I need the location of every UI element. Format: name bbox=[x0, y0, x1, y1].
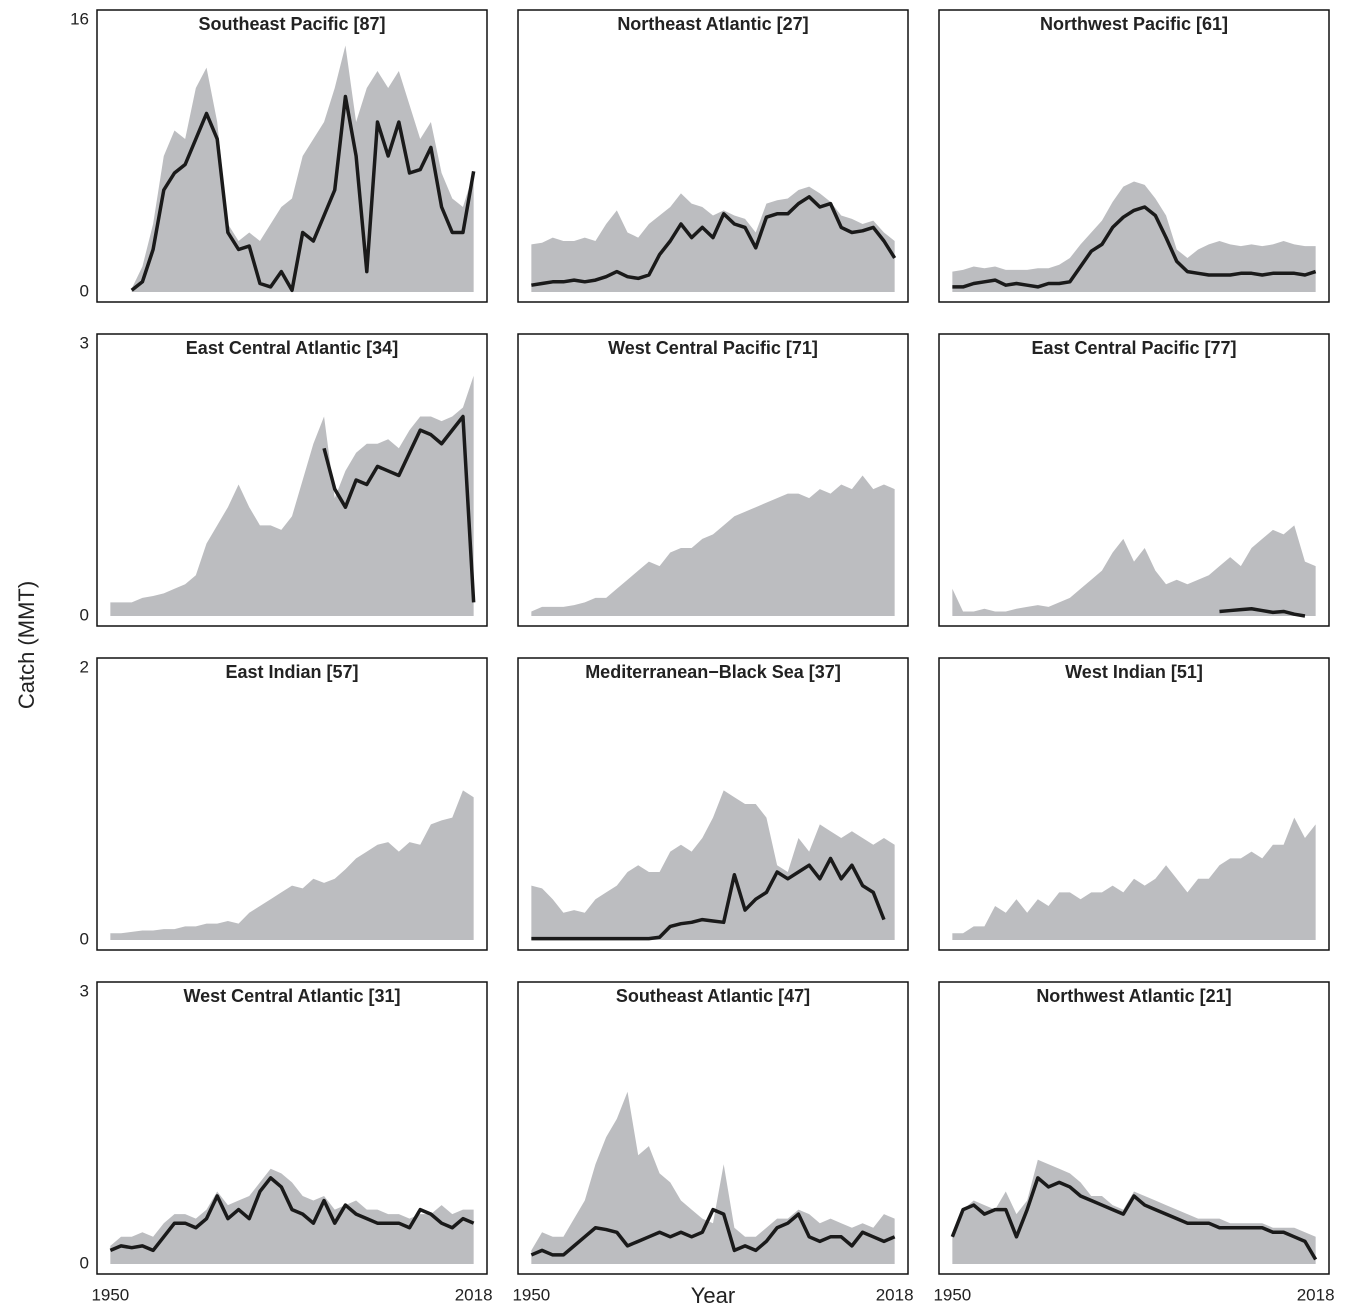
panel-title: Mediterranean−Black Sea [37] bbox=[585, 662, 841, 682]
line bbox=[952, 205, 1317, 289]
panel-frame bbox=[517, 981, 909, 1275]
line bbox=[1219, 606, 1306, 618]
area bbox=[952, 181, 1316, 292]
x-axis-label: Year bbox=[691, 1283, 735, 1308]
panel-frame bbox=[938, 981, 1330, 1275]
panel-title: East Central Pacific [77] bbox=[1031, 338, 1236, 358]
panel-title: West Central Atlantic [31] bbox=[183, 986, 400, 1006]
panel-frame bbox=[938, 657, 1330, 951]
panel-frame bbox=[938, 9, 1330, 303]
y-tick-label: 0 bbox=[80, 929, 89, 948]
area bbox=[952, 1159, 1316, 1264]
panel-title: East Central Atlantic [34] bbox=[186, 338, 398, 358]
panel-frame bbox=[96, 333, 488, 627]
x-tick-label: 1950 bbox=[933, 1285, 971, 1304]
panel-title: West Indian [51] bbox=[1065, 662, 1203, 682]
x-tick-label: 2018 bbox=[455, 1285, 493, 1304]
panel-title: Northwest Pacific [61] bbox=[1040, 14, 1228, 34]
area bbox=[110, 375, 474, 616]
y-tick-label: 0 bbox=[80, 605, 89, 624]
y-tick-label: 3 bbox=[80, 981, 89, 1000]
panel-title: Northeast Atlantic [27] bbox=[617, 14, 808, 34]
x-tick-label: 1950 bbox=[512, 1285, 550, 1304]
line bbox=[130, 94, 476, 293]
panel-frame bbox=[938, 333, 1330, 627]
panel-frame bbox=[96, 657, 488, 951]
panel-frame bbox=[517, 333, 909, 627]
panel-title: Southeast Pacific [87] bbox=[198, 14, 385, 34]
panel-title: Northwest Atlantic [21] bbox=[1036, 986, 1231, 1006]
panel-title: Southeast Atlantic [47] bbox=[616, 986, 810, 1006]
area bbox=[952, 525, 1316, 616]
line bbox=[531, 195, 897, 287]
x-tick-label: 1950 bbox=[91, 1285, 129, 1304]
area bbox=[110, 1168, 474, 1264]
area bbox=[531, 475, 895, 616]
panel-title: West Central Pacific [71] bbox=[608, 338, 818, 358]
line bbox=[950, 1176, 1318, 1261]
area bbox=[531, 790, 895, 940]
line bbox=[530, 1207, 896, 1257]
area bbox=[110, 790, 474, 940]
panel-title: East Indian [57] bbox=[225, 662, 358, 682]
panel-frame bbox=[96, 9, 488, 303]
line bbox=[109, 1176, 475, 1253]
panel-frame bbox=[96, 981, 488, 1275]
y-tick-label: 16 bbox=[70, 9, 89, 28]
area bbox=[131, 45, 474, 292]
area bbox=[952, 817, 1316, 940]
y-tick-label: 2 bbox=[80, 657, 89, 676]
panel-frame bbox=[517, 9, 909, 303]
y-tick-label: 0 bbox=[80, 281, 89, 300]
area bbox=[531, 1091, 895, 1264]
y-tick-label: 0 bbox=[80, 1253, 89, 1272]
panel-frame bbox=[517, 657, 909, 951]
line bbox=[322, 414, 476, 603]
x-tick-label: 2018 bbox=[876, 1285, 914, 1304]
x-tick-label: 2018 bbox=[1297, 1285, 1335, 1304]
line bbox=[531, 856, 886, 941]
y-axis-label: Catch (MMT) bbox=[14, 581, 39, 709]
y-tick-label: 3 bbox=[80, 333, 89, 352]
